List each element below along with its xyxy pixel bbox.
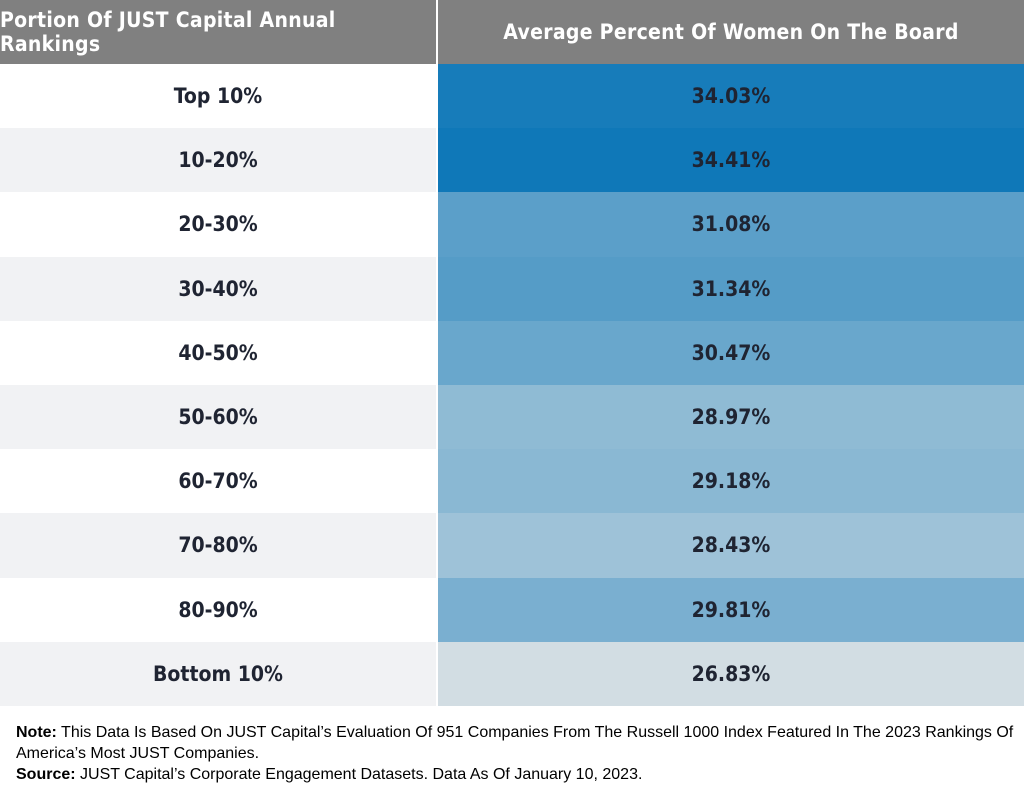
table-row: 80-90% 29.81%	[0, 577, 1024, 642]
row-divider	[436, 641, 438, 706]
table-row: Bottom 10% 26.83%	[0, 641, 1024, 706]
row-divider	[436, 320, 438, 385]
cell-value-label: 28.97%	[691, 405, 771, 430]
cell-value-label: 28.43%	[691, 533, 771, 558]
row-divider	[436, 64, 438, 129]
footnote: Note: This Data Is Based On JUST Capital…	[16, 722, 1016, 785]
heatmap-cell: 28.97%	[438, 384, 1024, 450]
table-row: 30-40% 31.34%	[0, 256, 1024, 321]
cell-value-label: 31.08%	[691, 212, 771, 237]
table-row: Top 10% 34.03%	[0, 64, 1024, 129]
table-row: 50-60% 28.97%	[0, 384, 1024, 450]
row-category-label: 30-40%	[0, 256, 436, 321]
row-category-label: 60-70%	[0, 449, 436, 514]
row-divider	[436, 256, 438, 321]
heatmap-cell: 34.03%	[438, 64, 1024, 129]
table-row: 40-50% 30.47%	[0, 320, 1024, 385]
row-divider	[436, 192, 438, 257]
column-header-portion: Portion Of JUST Capital Annual Rankings	[0, 8, 336, 56]
cell-value-label: 26.83%	[691, 661, 771, 686]
cell-value-label: 29.18%	[691, 469, 771, 494]
cell-value-label: 30.47%	[691, 340, 771, 365]
table-row: 60-70% 29.18%	[0, 449, 1024, 514]
note-label: Note:	[16, 724, 57, 741]
source-label: Source:	[16, 766, 76, 783]
header-divider	[436, 0, 438, 64]
source-line: Source: JUST Capital’s Corporate Engagem…	[16, 764, 1016, 785]
note-line: Note: This Data Is Based On JUST Capital…	[16, 722, 1016, 764]
heatmap-cell: 28.43%	[438, 513, 1024, 578]
column-header-average: Average Percent Of Women On The Board	[503, 20, 959, 44]
row-divider	[436, 577, 438, 642]
heatmap-cell: 30.47%	[438, 320, 1024, 385]
cell-value-label: 31.34%	[691, 276, 771, 301]
row-category-label: Bottom 10%	[0, 641, 436, 706]
heatmap-cell: 29.81%	[438, 577, 1024, 642]
cell-value-label: 29.81%	[691, 597, 771, 622]
row-category-label: 40-50%	[0, 320, 436, 385]
row-divider	[436, 384, 438, 450]
heatmap-cell: 31.34%	[438, 256, 1024, 321]
heatmap-cell: 34.41%	[438, 128, 1024, 193]
table-header: Portion Of JUST Capital Annual Rankings …	[0, 0, 1024, 64]
row-category-label: 50-60%	[0, 384, 436, 450]
row-category-label: 20-30%	[0, 192, 436, 257]
row-category-label: 10-20%	[0, 128, 436, 193]
table-row: 10-20% 34.41%	[0, 128, 1024, 193]
table-row: 70-80% 28.43%	[0, 513, 1024, 578]
cell-value-label: 34.03%	[691, 84, 771, 109]
row-category-label: Top 10%	[0, 64, 436, 129]
heatmap-cell: 26.83%	[438, 641, 1024, 706]
note-text: This Data Is Based On JUST Capital’s Eva…	[16, 724, 1014, 762]
row-category-label: 70-80%	[0, 513, 436, 578]
row-divider	[436, 513, 438, 578]
heatmap-table: Portion Of JUST Capital Annual Rankings …	[0, 0, 1024, 706]
heatmap-cell: 29.18%	[438, 449, 1024, 514]
cell-value-label: 34.41%	[691, 148, 771, 173]
row-category-label: 80-90%	[0, 577, 436, 642]
table-body: Top 10% 34.03% 10-20% 34.41% 20-30% 31.08% 30-…	[0, 64, 1024, 706]
heatmap-cell: 31.08%	[438, 192, 1024, 257]
row-divider	[436, 128, 438, 193]
table-row: 20-30% 31.08%	[0, 192, 1024, 257]
row-divider	[436, 449, 438, 514]
source-text: JUST Capital’s Corporate Engagement Data…	[75, 766, 643, 783]
